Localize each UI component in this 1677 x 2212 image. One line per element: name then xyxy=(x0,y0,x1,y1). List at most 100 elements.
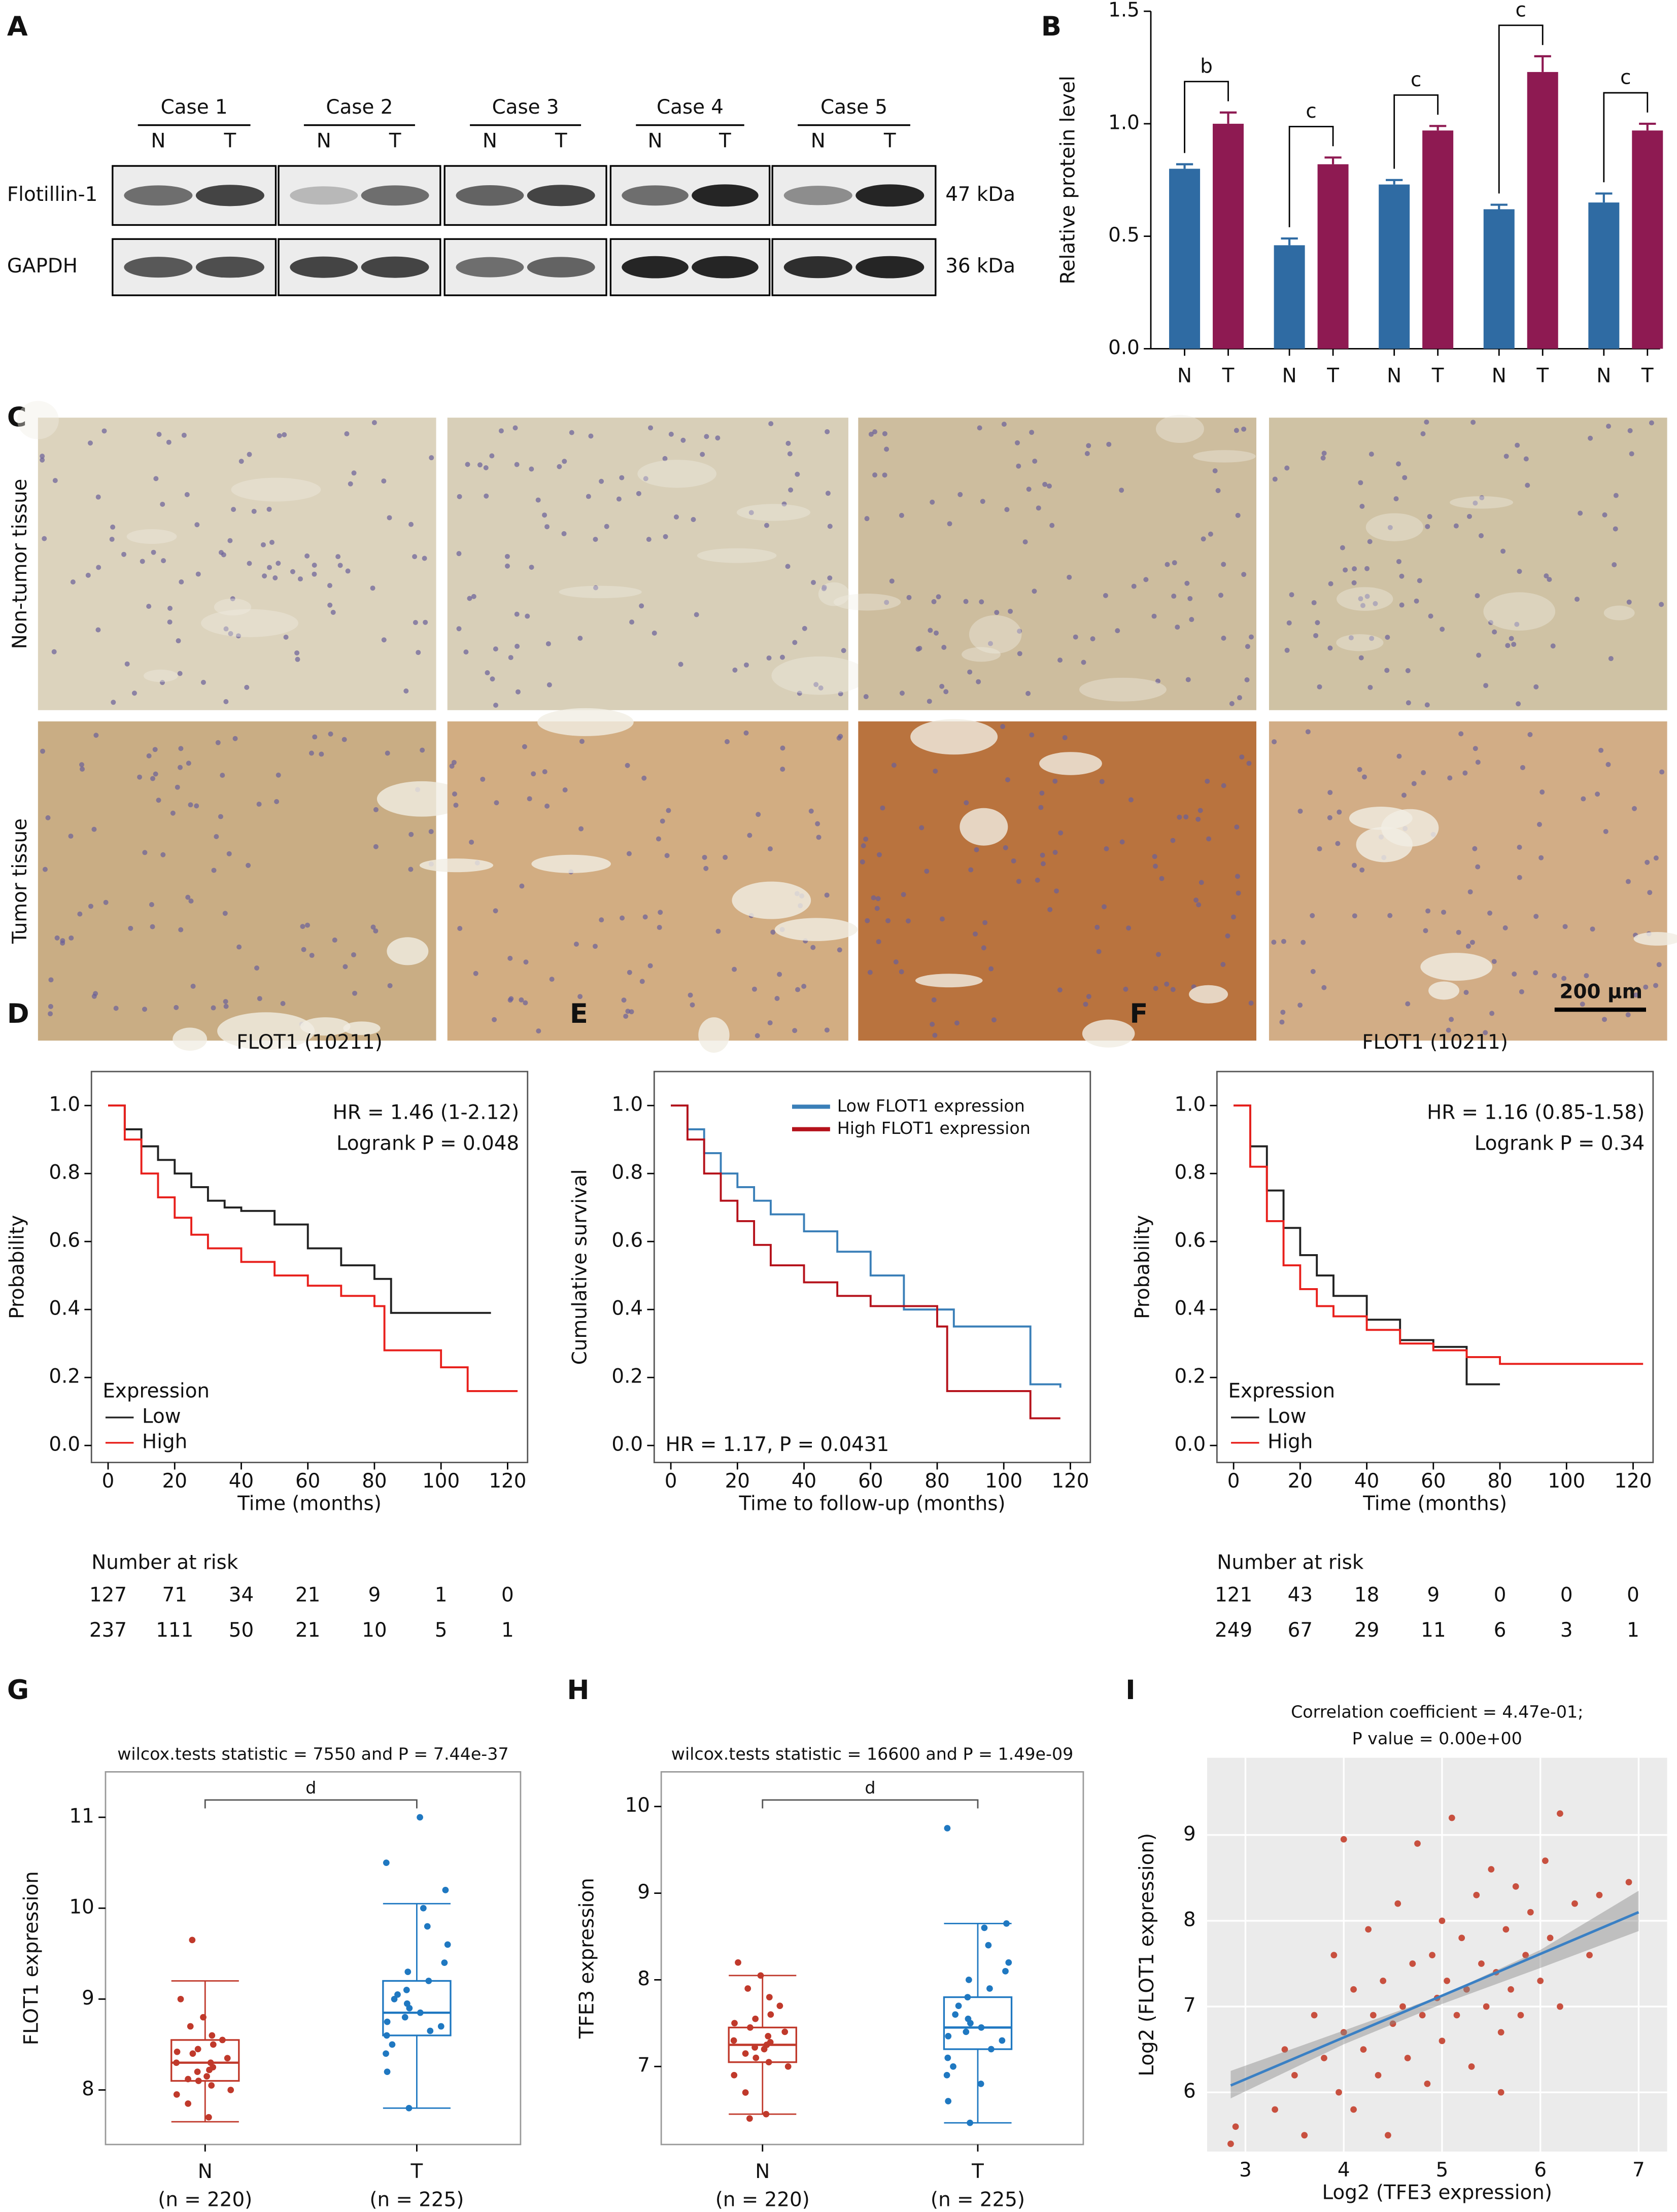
nucleus xyxy=(1036,505,1041,511)
nucleus xyxy=(403,688,409,694)
nucleus xyxy=(1284,465,1290,471)
annotation: HR = 1.16 (0.85-1.58) xyxy=(1427,1101,1645,1124)
nucleus xyxy=(142,850,148,855)
x-tick-label: 80 xyxy=(362,1470,387,1493)
stroma xyxy=(1193,450,1256,463)
nucleus xyxy=(48,977,54,983)
point xyxy=(208,2082,215,2089)
point xyxy=(1365,1926,1372,1933)
nucleus xyxy=(232,736,238,741)
point xyxy=(1340,1836,1347,1843)
nucleus xyxy=(300,924,305,929)
x-tick-label: 120 xyxy=(1614,1470,1652,1493)
row-label: Non-tumor tissue xyxy=(9,479,31,649)
nucleus xyxy=(732,667,738,673)
stroma xyxy=(774,918,858,941)
nucleus xyxy=(694,612,699,617)
x-axis-label: Time to follow-up (months) xyxy=(739,1492,1006,1515)
nucleus xyxy=(1004,507,1010,512)
stroma xyxy=(736,504,811,521)
nucleus xyxy=(1590,926,1595,932)
significance-bracket xyxy=(1184,81,1229,153)
nucleus xyxy=(781,501,787,507)
nucleus xyxy=(1580,1001,1585,1007)
nucleus xyxy=(1625,879,1631,884)
nucleus xyxy=(827,575,833,581)
nucleus xyxy=(1245,644,1250,649)
nucleus xyxy=(1170,987,1176,992)
nucleus xyxy=(1525,482,1530,488)
nucleus xyxy=(483,465,489,471)
nucleus xyxy=(656,836,661,842)
nucleus xyxy=(272,575,278,581)
nucleus xyxy=(345,568,351,574)
nucleus xyxy=(1015,440,1020,445)
risk-count: 9 xyxy=(1427,1583,1440,1606)
tissue-image xyxy=(447,418,848,710)
x-tick-label: 100 xyxy=(1548,1470,1585,1493)
point xyxy=(1439,2037,1446,2045)
nucleus xyxy=(557,464,562,469)
nucleus xyxy=(1016,879,1021,884)
nucleus xyxy=(1520,765,1525,770)
y-tick-label: 0.0 xyxy=(1174,1433,1206,1456)
nucleus xyxy=(1025,690,1031,696)
nucleus xyxy=(604,524,609,529)
point xyxy=(751,2044,758,2051)
nucleus xyxy=(416,650,421,655)
lane-label: T xyxy=(555,129,567,152)
lane-label: T xyxy=(883,129,896,152)
nucleus xyxy=(1613,526,1618,532)
risk-count: 21 xyxy=(295,1583,320,1606)
nucleus xyxy=(467,596,472,601)
nucleus xyxy=(837,947,842,953)
point xyxy=(742,2050,749,2057)
risk-count: 0 xyxy=(1494,1583,1507,1606)
nucleus xyxy=(1605,762,1611,767)
nucleus xyxy=(1096,949,1102,954)
lane-label: N xyxy=(317,129,331,152)
nucleus xyxy=(343,964,348,970)
y-tick-label: 0.6 xyxy=(49,1229,80,1252)
nucleus xyxy=(269,540,275,545)
chart-subtitle: wilcox.tests statistic = 7550 and P = 7.… xyxy=(117,1744,508,1764)
nucleus xyxy=(931,997,937,1003)
tissue-image xyxy=(858,418,1256,710)
nucleus xyxy=(522,744,527,749)
nucleus xyxy=(748,510,754,515)
nucleus xyxy=(493,703,499,708)
point xyxy=(986,1985,993,1992)
nucleus xyxy=(1351,580,1357,585)
nucleus xyxy=(304,553,310,559)
nucleus xyxy=(452,791,457,797)
nucleus xyxy=(175,784,180,790)
nucleus xyxy=(96,565,101,570)
nucleus xyxy=(1491,959,1497,964)
nucleus xyxy=(767,846,773,852)
nucleus xyxy=(906,595,912,600)
nucleus xyxy=(1357,767,1362,772)
nucleus xyxy=(484,493,489,499)
nucleus xyxy=(1533,914,1539,919)
nucleus xyxy=(1603,828,1608,834)
point xyxy=(1488,1866,1495,1873)
point xyxy=(1453,2012,1460,2019)
point xyxy=(1232,2123,1239,2130)
nucleus xyxy=(473,971,478,976)
lane-label: N xyxy=(811,129,826,152)
nucleus xyxy=(841,648,846,653)
point xyxy=(944,2054,951,2061)
x-tick-label: T xyxy=(971,2160,984,2183)
nucleus xyxy=(370,585,375,591)
point xyxy=(442,1886,449,1893)
blot-band xyxy=(195,185,264,206)
nucleus xyxy=(1348,635,1354,641)
nucleus xyxy=(880,805,885,811)
panel-letter: D xyxy=(7,998,29,1029)
nucleus xyxy=(185,894,191,900)
nucleus xyxy=(838,691,843,697)
nucleus xyxy=(1458,731,1464,737)
nucleus xyxy=(1327,790,1333,796)
nucleus xyxy=(93,733,99,738)
nucleus xyxy=(1220,962,1226,967)
